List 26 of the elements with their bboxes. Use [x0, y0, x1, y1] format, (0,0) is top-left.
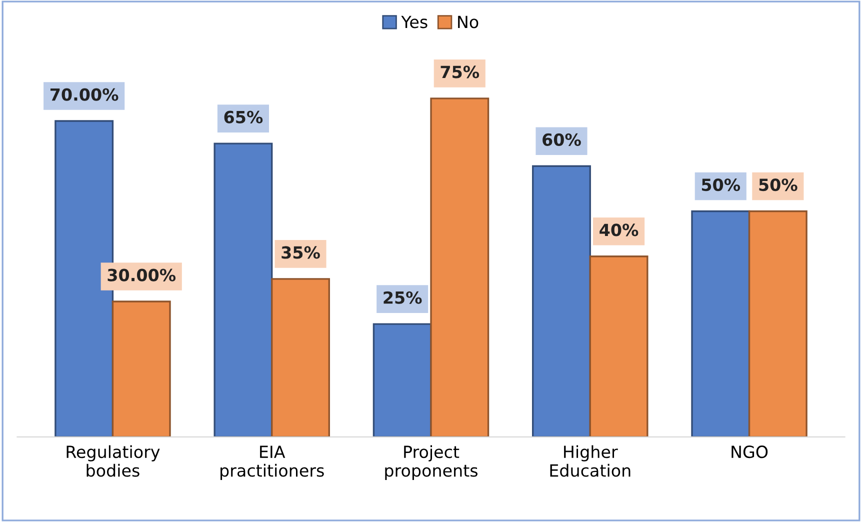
bar	[430, 98, 490, 437]
x-tick-label: NGO	[732, 446, 768, 458]
data-label: 65%	[224, 110, 263, 124]
legend-label: Yes	[401, 16, 428, 28]
x-tick-label: EIA practitioners	[220, 446, 324, 480]
x-tick-label: Regulatiory bodies	[66, 445, 160, 477]
bar	[748, 210, 808, 437]
bar	[112, 300, 171, 437]
legend-label: No	[458, 16, 478, 28]
bar	[532, 165, 591, 437]
data-label: 60%	[542, 133, 581, 146]
bar	[271, 278, 330, 437]
bar	[214, 142, 273, 437]
bar	[691, 210, 750, 437]
x-tick-label: Higher Education	[550, 445, 630, 477]
data-label: 70.00%	[50, 88, 118, 101]
data-label: 50%	[702, 178, 740, 192]
bar	[372, 323, 432, 437]
data-label: 35%	[282, 246, 320, 259]
data-label: 30.00%	[108, 268, 176, 282]
data-label: 50%	[759, 178, 798, 192]
data-label: 25%	[384, 291, 422, 304]
bar	[589, 256, 648, 437]
x-tick-label: Project proponents	[385, 445, 478, 480]
data-label: 75%	[440, 66, 480, 78]
data-label: 40%	[600, 224, 638, 236]
